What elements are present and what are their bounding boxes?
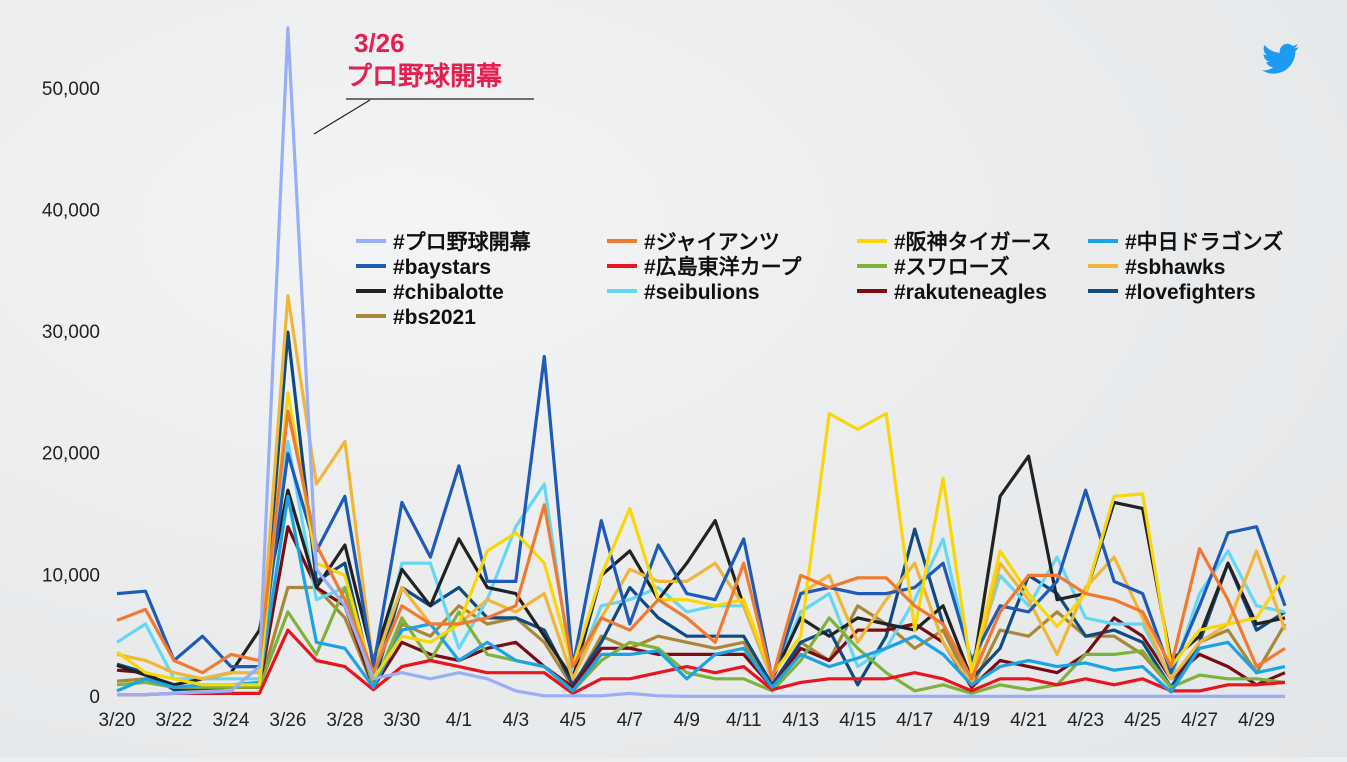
- x-tick-label: 4/25: [1124, 710, 1161, 731]
- legend-label: #seibulions: [644, 281, 760, 304]
- y-tick-label: 0: [89, 687, 100, 708]
- x-tick-label: 4/15: [839, 710, 876, 731]
- x-tick-label: 4/13: [782, 710, 819, 731]
- annotation-leader: [313, 99, 371, 135]
- y-axis-ticks: 0 10,000 20,000 30,000 40,000 50,000: [42, 79, 100, 708]
- x-tick-label: 4/3: [503, 710, 529, 731]
- x-tick-label: 4/7: [617, 710, 643, 731]
- x-tick-label: 4/29: [1238, 710, 1275, 731]
- legend-label: #中日ドラゴンズ: [1125, 230, 1283, 254]
- x-tick-label: 3/20: [99, 710, 136, 731]
- y-tick-label: 40,000: [42, 200, 100, 221]
- legend-label: #baystars: [393, 256, 491, 279]
- x-tick-label: 3/26: [269, 710, 306, 731]
- legend-label: #bs2021: [393, 306, 476, 329]
- annotation: 3/26 プロ野球開幕: [313, 28, 534, 135]
- legend-label: #スワローズ: [894, 255, 1010, 279]
- series-line: [117, 26, 1285, 699]
- x-tick-label: 4/19: [953, 710, 990, 731]
- y-tick-label: 10,000: [42, 565, 100, 586]
- series-line: [116, 409, 1286, 681]
- x-tick-label: 3/24: [212, 710, 249, 731]
- x-tick-label: 3/30: [383, 710, 420, 731]
- legend: #プロ野球開幕 #ジャイアンツ #阪神タイガース #中日ドラゴンズ#baystars #…: [356, 230, 1283, 329]
- legend-label: #プロ野球開幕: [393, 230, 532, 254]
- legend-label: #lovefighters: [1125, 281, 1256, 304]
- x-tick-label: 4/11: [726, 710, 762, 731]
- series-line: [116, 391, 1287, 687]
- series-line: [116, 494, 1286, 694]
- x-tick-label: 4/27: [1181, 710, 1218, 731]
- legend-label: #sbhawks: [1125, 256, 1225, 279]
- x-tick-label: 3/28: [326, 710, 363, 731]
- legend-label: #ジャイアンツ: [644, 231, 780, 254]
- twitter-bird-icon: [1262, 43, 1299, 74]
- annotation-date: 3/26: [354, 28, 405, 58]
- series-line: [117, 628, 1286, 697]
- legend-label: #rakuteneagles: [894, 281, 1047, 304]
- legend-label: #chibalotte: [393, 281, 504, 304]
- series-lines: [116, 26, 1287, 699]
- y-tick-label: 50,000: [42, 79, 100, 100]
- x-tick-label: 4/23: [1067, 710, 1104, 731]
- legend-label: #阪神タイガース: [894, 230, 1052, 254]
- legend-label: #広島東洋カープ: [644, 255, 802, 279]
- x-tick-label: 3/22: [155, 710, 192, 731]
- y-tick-label: 20,000: [42, 444, 100, 465]
- series-line: [116, 585, 1286, 696]
- x-tick-label: 4/5: [560, 710, 586, 731]
- x-tick-label: 4/9: [674, 710, 700, 731]
- x-axis-ticks: 3/20 3/22 3/24 3/26 3/28 3/30 4/1 4/3 4/5 4/7 4/9 4…: [99, 710, 1275, 731]
- series-line: [116, 294, 1287, 687]
- annotation-text: プロ野球開幕: [346, 61, 503, 91]
- x-tick-label: 4/1: [446, 710, 472, 731]
- x-tick-label: 4/17: [896, 710, 933, 731]
- x-tick-label: 4/21: [1010, 710, 1047, 731]
- y-tick-label: 30,000: [42, 322, 100, 343]
